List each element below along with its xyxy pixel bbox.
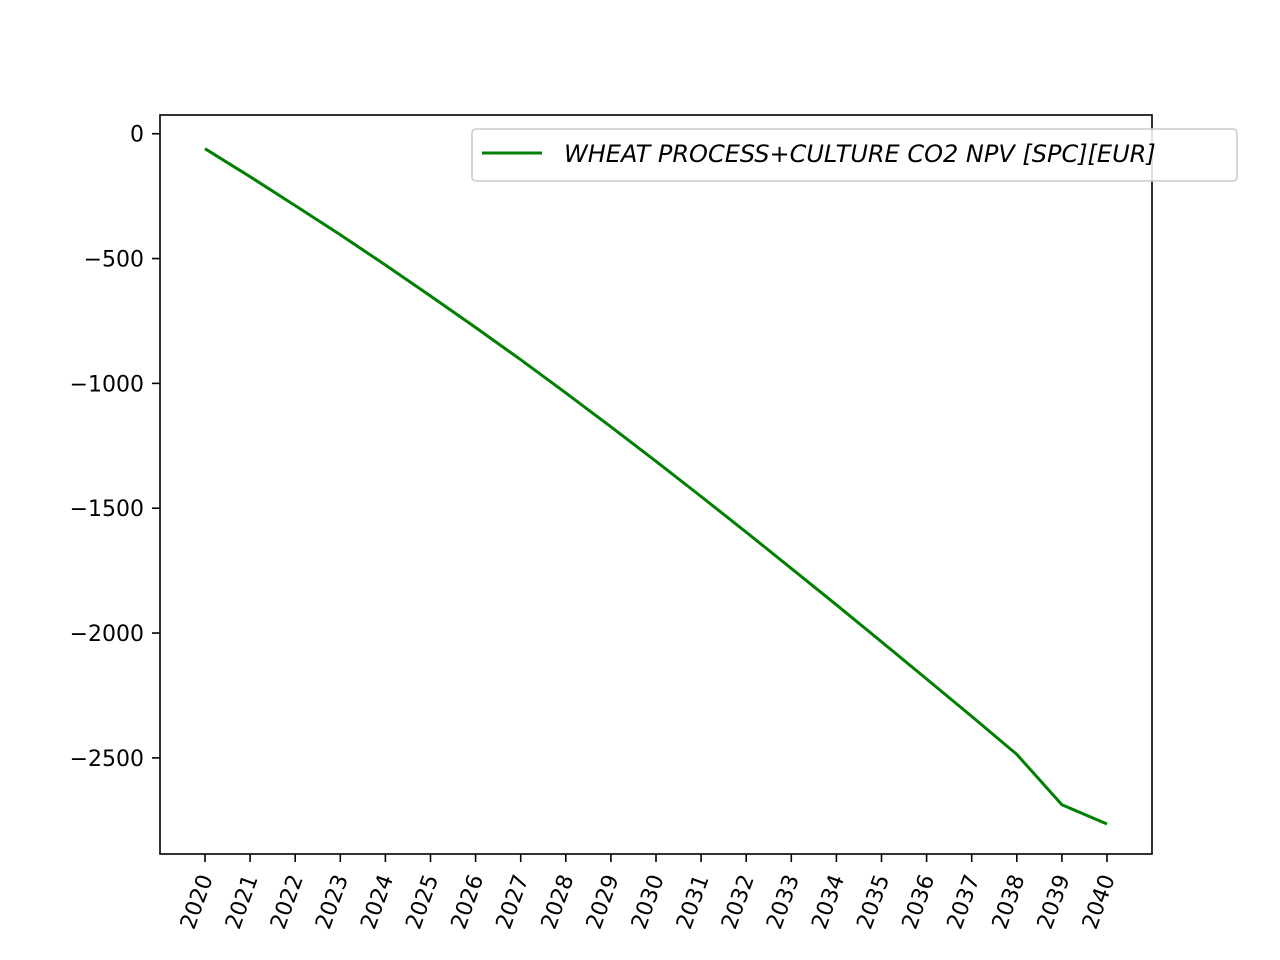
series-line <box>204 147 1108 826</box>
x-tick-label: 2034 <box>807 872 850 933</box>
x-tick-label: 2029 <box>582 872 625 933</box>
plot-frame <box>159 114 1153 855</box>
x-tick-label: 2028 <box>537 872 580 933</box>
x-tick-label: 2020 <box>176 872 219 933</box>
x-tick-label: 2038 <box>988 872 1031 933</box>
x-tick-label: 2040 <box>1078 872 1121 933</box>
y-axis: 0 −500 −1000 −1500 −2000 −2500 <box>70 123 160 772</box>
x-tick-label: 2022 <box>266 872 309 933</box>
x-tick-label: 2031 <box>672 872 715 933</box>
x-tick-label: 2024 <box>356 872 399 933</box>
x-tick-label: 2023 <box>311 872 354 933</box>
y-tick-label: −2500 <box>70 747 144 772</box>
y-tick-label: −1500 <box>70 497 144 522</box>
x-tick-label: 2032 <box>717 872 760 933</box>
y-tick-label: −500 <box>84 248 144 273</box>
y-tick-label: −2000 <box>70 622 144 647</box>
y-tick-label: −1000 <box>70 372 144 397</box>
series-layer <box>204 147 1108 826</box>
x-tick-label: 2027 <box>492 872 535 933</box>
x-tick-label: 2037 <box>943 872 986 933</box>
x-tick-label: 2030 <box>627 872 670 933</box>
legend: WHEAT PROCESS+CULTURE CO2 NPV [SPC][EUR] <box>471 128 1238 182</box>
x-tick-label: 2025 <box>401 872 444 933</box>
x-tick-label: 2033 <box>762 872 805 933</box>
legend-label: WHEAT PROCESS+CULTURE CO2 NPV [SPC][EUR] <box>564 140 1156 168</box>
x-tick-label: 2036 <box>898 872 941 933</box>
x-tick-label: 2026 <box>447 872 490 933</box>
x-tick-label: 2039 <box>1033 872 1076 933</box>
x-tick-label: 2035 <box>852 872 895 933</box>
x-tick-label: 2021 <box>221 872 264 933</box>
x-axis: 2020 2021 2022 2023 2024 2025 2026 2027 2028 2029… <box>176 854 1121 933</box>
y-tick-label: 0 <box>130 123 144 148</box>
legend-box <box>471 128 1238 182</box>
